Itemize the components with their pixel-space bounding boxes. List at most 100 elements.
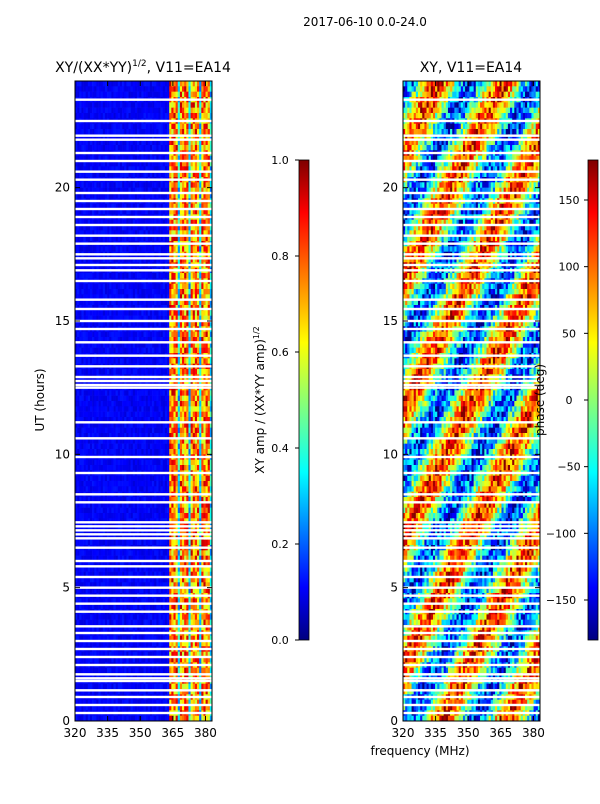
heatmap-cell	[109, 182, 112, 188]
heatmap-cell	[96, 342, 99, 348]
heatmap-cell	[100, 321, 104, 327]
heatmap-cell	[111, 102, 114, 108]
heatmap-cell	[145, 257, 149, 263]
heatmap-cell	[160, 417, 164, 423]
heatmap-cell	[199, 171, 202, 178]
heatmap-cell	[149, 129, 153, 135]
heatmap-cell	[83, 438, 86, 444]
heatmap-cell	[186, 155, 189, 162]
heatmap-cell	[188, 299, 191, 306]
heatmap-cell	[147, 299, 151, 306]
heatmap-cell	[205, 171, 209, 178]
heatmap-cell	[194, 417, 198, 423]
heatmap-cell	[111, 465, 114, 471]
heatmap-cell	[162, 486, 166, 492]
heatmap-cell	[207, 209, 211, 215]
heatmap-cell	[81, 331, 84, 338]
heatmap-cell	[149, 273, 153, 279]
heatmap-cell	[126, 294, 129, 300]
heatmap-cell	[194, 331, 198, 338]
heatmap-cell	[132, 449, 136, 455]
heatmap-cell	[143, 225, 146, 231]
heatmap-cell	[160, 171, 164, 178]
heatmap-cell	[111, 358, 114, 364]
heatmap-cell	[207, 358, 211, 364]
heatmap-cell	[156, 235, 159, 242]
heatmap-cell	[188, 358, 191, 364]
heatmap-cell	[89, 390, 93, 396]
heatmap-cell	[115, 230, 119, 236]
heatmap-cell	[162, 134, 166, 140]
heatmap-cell	[85, 390, 89, 396]
heatmap-cell	[199, 86, 202, 92]
heatmap-cell	[154, 289, 157, 295]
heatmap-cell	[85, 107, 89, 114]
heatmap-cell	[122, 182, 125, 188]
heatmap-cell	[102, 406, 106, 412]
heatmap-cell	[177, 315, 181, 322]
heatmap-cell	[147, 145, 151, 151]
heatmap-cell	[164, 315, 168, 322]
heatmap-cell	[102, 395, 106, 402]
heatmap-cell	[154, 417, 157, 423]
heatmap-cell	[115, 283, 119, 290]
heatmap-cell	[141, 145, 144, 151]
heatmap-cell	[134, 273, 138, 279]
heatmap-cell	[199, 294, 202, 300]
heatmap-cell	[77, 481, 80, 487]
heatmap-cell	[209, 113, 212, 119]
heatmap-cell	[154, 486, 157, 492]
heatmap-cell	[122, 481, 125, 487]
heatmap-cell	[96, 449, 99, 455]
heatmap-cell	[199, 401, 202, 407]
heatmap-cell	[109, 171, 112, 178]
heatmap-cell	[194, 246, 198, 252]
heatmap-cell	[154, 257, 157, 263]
heatmap-cell	[104, 171, 108, 178]
heatmap-cell	[171, 443, 174, 450]
heatmap-cell	[197, 155, 200, 162]
heatmap-cell	[134, 401, 138, 407]
heatmap-cell	[179, 166, 183, 172]
heatmap-cell	[126, 81, 129, 87]
heatmap-cell	[145, 433, 149, 439]
heatmap-cell	[205, 342, 209, 348]
heatmap-cell	[143, 203, 146, 210]
heatmap-cell	[98, 86, 101, 92]
heatmap-cell	[184, 171, 187, 178]
heatmap-cell	[184, 193, 187, 199]
heatmap-cell	[177, 155, 181, 162]
heatmap-cell	[179, 465, 183, 471]
heatmap-cell	[184, 166, 187, 172]
heatmap-cell	[149, 422, 153, 428]
heatmap-cell	[83, 230, 86, 236]
heatmap-cell	[75, 459, 78, 466]
heatmap-cell	[79, 86, 82, 92]
heatmap-cell	[107, 379, 110, 386]
heatmap-cell	[141, 481, 144, 487]
heatmap-cell	[169, 171, 172, 178]
heatmap-cell	[167, 486, 170, 492]
heatmap-cell	[79, 358, 82, 364]
heatmap-cell	[192, 465, 196, 471]
heatmap-cell	[83, 401, 86, 407]
heatmap-cell	[197, 449, 200, 455]
heatmap-cell	[186, 331, 189, 338]
heatmap-cell	[188, 246, 191, 252]
heatmap-cell	[209, 486, 212, 492]
heatmap-cell	[152, 230, 155, 236]
heatmap-cell	[173, 193, 176, 199]
heatmap-cell	[134, 438, 138, 444]
heatmap-cell	[141, 459, 144, 466]
heatmap-cell	[147, 166, 151, 172]
heatmap-cell	[158, 182, 161, 188]
heatmap-cell	[75, 331, 78, 338]
heatmap-cell	[207, 481, 211, 487]
heatmap-cell	[83, 225, 86, 231]
heatmap-cell	[87, 257, 91, 263]
heatmap-cell	[169, 166, 172, 172]
heatmap-cell	[109, 401, 112, 407]
heatmap-cell	[79, 443, 82, 450]
heatmap-cell	[188, 81, 191, 87]
heatmap-cell	[182, 465, 185, 471]
